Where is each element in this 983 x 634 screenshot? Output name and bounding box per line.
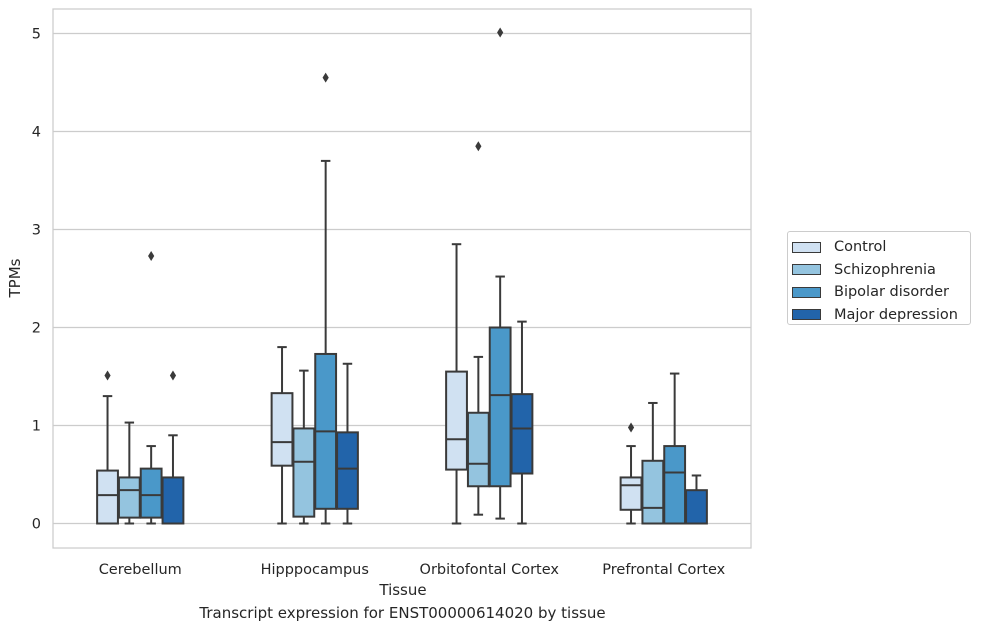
x-tick-label: Hipppocampus <box>261 562 369 578</box>
x-tick-label: Prefrontal Cortex <box>602 562 725 578</box>
boxes-layer <box>96 27 708 525</box>
box-major-depression <box>685 474 708 525</box>
iqr-box <box>488 326 512 488</box>
legend-swatch <box>792 309 821 321</box>
y-axis-label: TPMs <box>6 258 24 298</box>
legend-swatch <box>792 286 821 298</box>
outlier-marker <box>169 370 177 381</box>
y-tick-label: 1 <box>32 419 41 435</box>
box-control <box>445 243 468 525</box>
box-major-depression <box>336 362 359 525</box>
x-axis-label: Tissue <box>378 581 426 599</box>
iqr-box <box>685 489 708 525</box>
iqr-box <box>96 469 119 525</box>
outlier-marker <box>322 72 329 83</box>
y-tick-label: 2 <box>32 321 41 337</box>
box-bipolar-disorder <box>314 72 338 525</box>
y-tick-label: 5 <box>32 27 41 43</box>
y-tick-label: 0 <box>32 517 41 533</box>
iqr-box <box>161 476 185 525</box>
iqr-box <box>270 392 294 467</box>
outlier-marker <box>497 27 504 38</box>
y-tick-label: 4 <box>32 125 41 141</box>
legend-item: Schizophrenia <box>788 259 970 282</box>
outlier-marker <box>627 422 635 433</box>
box-bipolar-disorder <box>488 27 512 520</box>
iqr-box <box>510 393 534 475</box>
iqr-box <box>641 459 665 525</box>
box-bipolar-disorder <box>663 372 687 525</box>
x-tick-label: Orbitofontal Cortex <box>420 562 560 578</box>
legend-item: Control <box>788 236 970 259</box>
y-tick-label: 3 <box>32 223 41 239</box>
box-control <box>619 422 643 525</box>
x-tick-label: Cerebellum <box>99 562 182 578</box>
box-major-depression <box>510 320 534 525</box>
legend-label: Control <box>834 239 887 256</box>
iqr-box <box>117 476 141 519</box>
x-tick-labels: Cerebellum Hipppocampus Orbitofontal Corte… <box>99 562 726 578</box>
iqr-box <box>139 467 163 519</box>
iqr-box <box>336 431 359 510</box>
iqr-box <box>292 427 316 518</box>
iqr-box <box>663 445 687 525</box>
box-schizophrenia <box>641 401 665 525</box>
box-control <box>270 346 294 525</box>
y-tick-labels: 0 1 2 3 4 5 <box>32 27 41 533</box>
outlier-marker <box>104 370 111 381</box>
legend-swatch <box>792 241 821 253</box>
iqr-box <box>466 411 490 488</box>
iqr-box <box>619 476 643 511</box>
box-control <box>96 370 119 525</box>
outlier-marker <box>148 250 155 261</box>
plot-frame <box>52 8 752 549</box>
box-major-depression <box>161 370 185 525</box>
gridlines <box>53 32 751 525</box>
iqr-box <box>445 370 468 471</box>
legend: Control Schizophrenia Bipolar disorder Majo… <box>787 231 971 325</box>
legend-label: Major depression <box>834 306 958 323</box>
legend-swatch <box>792 264 821 276</box>
legend-label: Schizophrenia <box>834 261 936 278</box>
legend-item: Major depression <box>788 304 970 327</box>
box-schizophrenia <box>292 369 316 525</box>
legend-label: Bipolar disorder <box>834 284 949 301</box>
outlier-marker <box>475 141 482 152</box>
chart-caption: Transcript expression for ENST0000061402… <box>199 604 606 622</box>
legend-item: Bipolar disorder <box>788 281 970 304</box>
box-bipolar-disorder <box>139 250 163 525</box>
box-schizophrenia <box>117 421 141 525</box>
